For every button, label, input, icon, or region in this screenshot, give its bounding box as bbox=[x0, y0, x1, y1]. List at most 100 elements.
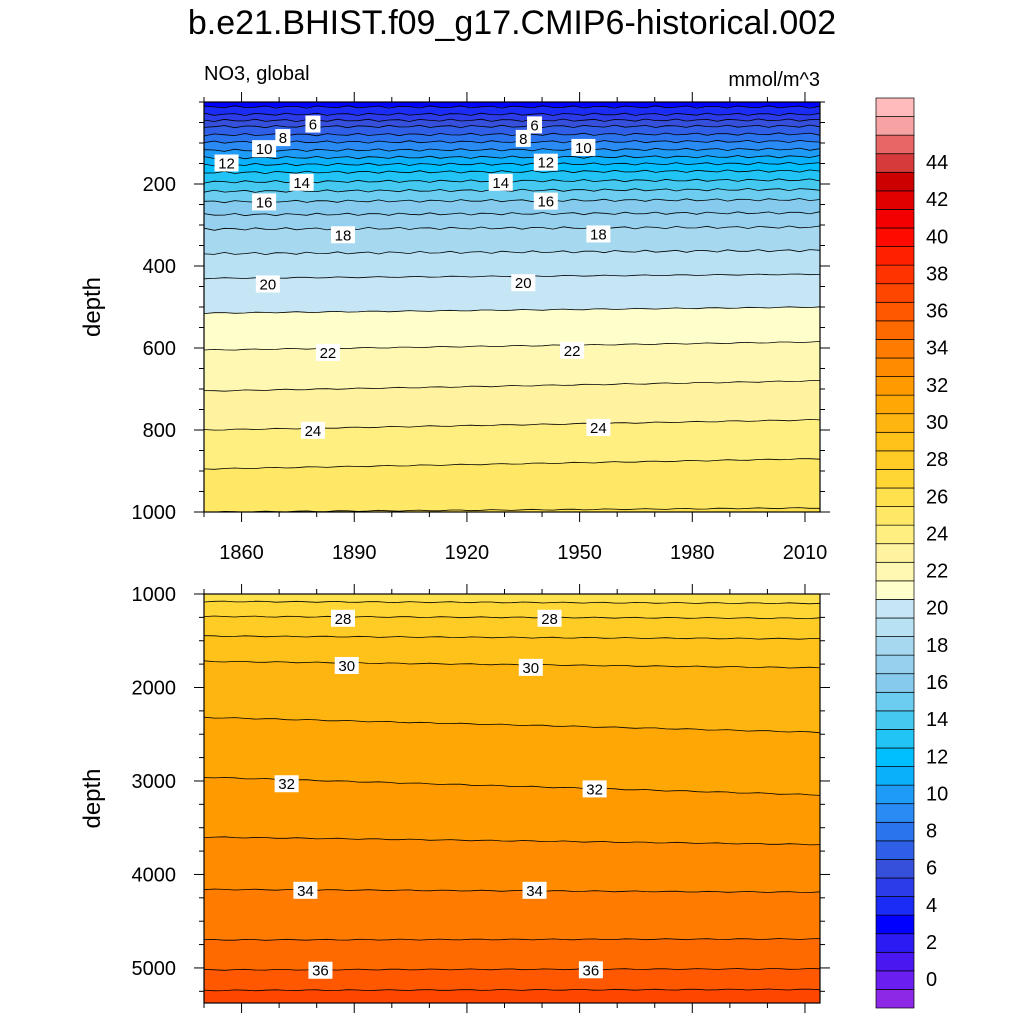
contour-line bbox=[204, 777, 820, 796]
contour-line bbox=[204, 938, 820, 941]
colorbar-swatch bbox=[875, 729, 915, 749]
colorbar-swatch bbox=[875, 487, 915, 507]
colorbar-swatch bbox=[875, 561, 915, 582]
contour-line bbox=[204, 211, 820, 217]
contour-label-box bbox=[537, 609, 562, 627]
contour-line bbox=[204, 600, 820, 605]
contour-line bbox=[204, 615, 820, 620]
contour-band bbox=[204, 989, 820, 1003]
colorbar-swatch bbox=[875, 673, 915, 693]
contour-label: 36 bbox=[312, 963, 329, 980]
colorbar-swatch bbox=[875, 320, 915, 340]
contour-line bbox=[204, 139, 820, 144]
contour-label-box bbox=[330, 609, 355, 627]
contour-label: 34 bbox=[297, 883, 314, 900]
colorbar-swatch bbox=[875, 877, 915, 897]
colorbar-label: 8 bbox=[926, 821, 937, 843]
contour-label-box bbox=[515, 129, 531, 147]
colorbar-swatch bbox=[875, 190, 915, 210]
contour-label-box bbox=[330, 226, 355, 244]
contour-label: 30 bbox=[522, 660, 539, 677]
colorbar-label: 38 bbox=[926, 263, 948, 285]
colorbar-swatch bbox=[875, 134, 915, 155]
colorbar-swatch bbox=[875, 617, 915, 637]
colorbar-swatch bbox=[875, 394, 915, 415]
contour-label-box bbox=[305, 115, 321, 133]
contour-line bbox=[204, 225, 820, 231]
colorbar-label: 32 bbox=[926, 375, 948, 397]
contour-label-box bbox=[527, 116, 543, 134]
colorbar-swatch bbox=[875, 951, 915, 972]
figure-title: b.e21.BHIST.f09_g17.CMIP6-historical.002 bbox=[187, 4, 837, 42]
colorbar-swatch bbox=[875, 357, 915, 377]
contour-line bbox=[204, 161, 820, 167]
contour-label: 18 bbox=[335, 227, 352, 244]
contour-label-box bbox=[511, 274, 536, 292]
contour-line bbox=[204, 635, 820, 640]
colorbar-label: 4 bbox=[926, 895, 937, 917]
colorbar-swatch bbox=[875, 933, 915, 953]
contour-line bbox=[204, 132, 820, 137]
contour-line bbox=[204, 249, 820, 256]
colorbar-swatch bbox=[875, 209, 915, 229]
colorbar-swatch bbox=[875, 246, 915, 266]
colorbar-swatch bbox=[875, 227, 915, 247]
contour-label: 16 bbox=[256, 194, 273, 211]
contour-label-box bbox=[582, 780, 607, 798]
contour-line bbox=[204, 380, 820, 392]
contour-label: 24 bbox=[305, 423, 322, 440]
colorbar-swatch bbox=[875, 803, 915, 823]
contour-label: 20 bbox=[260, 276, 277, 293]
contour-line bbox=[204, 836, 820, 846]
contour-label-box bbox=[586, 225, 611, 243]
contour-line bbox=[204, 716, 820, 734]
colorbar-swatch bbox=[875, 970, 915, 990]
x-tick-label: 1890 bbox=[332, 542, 377, 564]
contour-label-box bbox=[275, 129, 291, 147]
contour-line bbox=[204, 967, 820, 971]
colorbar-swatch bbox=[875, 654, 915, 675]
colorbar-swatch bbox=[875, 747, 915, 767]
colorbar-swatch bbox=[875, 469, 915, 489]
y-tick-label: 800 bbox=[143, 420, 176, 442]
colorbar-swatch bbox=[875, 784, 915, 805]
colorbar-label: 44 bbox=[926, 152, 948, 174]
colorbar-swatch bbox=[875, 450, 915, 470]
colorbar-label: 12 bbox=[926, 746, 948, 768]
colorbar-swatch bbox=[875, 97, 915, 117]
contour-label-box bbox=[293, 881, 318, 899]
contour-label-box bbox=[214, 154, 239, 172]
contour-label-box bbox=[578, 961, 603, 979]
colorbar-label: 14 bbox=[926, 709, 948, 731]
colorbar-label: 10 bbox=[926, 783, 948, 805]
units-label: mmol/m^3 bbox=[728, 69, 820, 91]
contour-line bbox=[204, 147, 820, 152]
contour-label-box bbox=[255, 275, 280, 293]
colorbar-label: 20 bbox=[926, 598, 948, 620]
colorbar-swatch bbox=[875, 116, 915, 136]
contour-label: 28 bbox=[541, 611, 558, 628]
y-tick-label: 4000 bbox=[132, 864, 177, 886]
contour-label-box bbox=[252, 140, 277, 158]
y-tick-label: 5000 bbox=[132, 958, 177, 980]
colorbar-swatch bbox=[875, 339, 915, 359]
contour-label: 6 bbox=[530, 117, 538, 134]
contour-line bbox=[204, 112, 820, 116]
colorbar-swatch bbox=[875, 264, 915, 285]
contour-label-box bbox=[308, 961, 333, 979]
colorbar-swatch bbox=[875, 821, 915, 842]
contour-label: 32 bbox=[586, 781, 603, 798]
contour-label-box bbox=[300, 421, 325, 439]
lower-panel: 28 28 30 30 32 32 34 34 36 36 1000 2000 3000 4000 5000… bbox=[79, 584, 830, 1013]
contour-line bbox=[204, 660, 820, 669]
x-tick-label: 1920 bbox=[445, 542, 490, 564]
colorbar-swatch bbox=[875, 283, 915, 303]
colorbar-swatch bbox=[875, 636, 915, 656]
contour-label-box bbox=[334, 656, 359, 674]
contour-label-box bbox=[533, 153, 558, 171]
contour-band bbox=[204, 458, 820, 512]
contour-label-box bbox=[522, 881, 547, 899]
contour-line bbox=[204, 458, 820, 470]
contour-label: 32 bbox=[278, 776, 295, 793]
